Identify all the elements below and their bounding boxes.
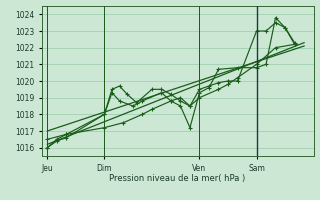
X-axis label: Pression niveau de la mer( hPa ): Pression niveau de la mer( hPa )	[109, 174, 246, 183]
